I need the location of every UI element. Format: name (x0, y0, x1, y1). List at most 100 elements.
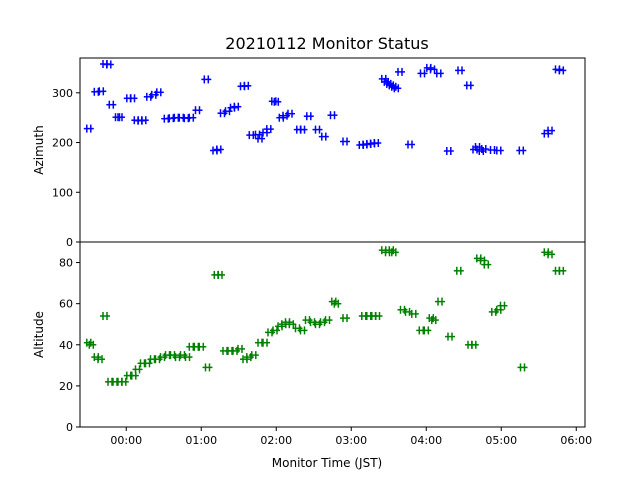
altitude-point (340, 314, 350, 323)
azimuth-point (285, 109, 295, 118)
azimuth-point (556, 66, 567, 75)
azimuth-point (241, 81, 252, 90)
azimuth-y-tick-label: 200 (52, 137, 73, 150)
x-axis-label: Monitor Time (JST) (272, 456, 382, 470)
altitude-y-tick-label: 40 (59, 339, 73, 352)
azimuth-point (201, 75, 212, 84)
x-axis-ticks: 00:00 01:00 02:00 03:00 04:00 05:00 06:00 (110, 427, 592, 447)
azimuth-point (153, 88, 164, 97)
azimuth-point (423, 63, 434, 72)
azimuth-point (297, 125, 308, 134)
azimuth-y-axis-label: Azimuth (32, 125, 46, 174)
altitude-point (196, 342, 207, 351)
x-tick-label: 04:00 (410, 434, 442, 447)
azimuth-point (318, 132, 329, 141)
azimuth-point (493, 146, 504, 155)
azimuth-point (96, 87, 107, 96)
altitude-point (260, 338, 270, 347)
altitude-point (435, 297, 445, 306)
altitude-point (481, 260, 492, 269)
altitude-point (182, 353, 193, 362)
altitude-point (372, 312, 383, 320)
altitude-point (132, 365, 143, 374)
altitude-point (282, 318, 293, 327)
altitude-point (270, 326, 280, 335)
altitude-point (235, 344, 245, 353)
azimuth-point (391, 84, 402, 93)
azimuth-point (186, 113, 197, 122)
azimuth-point (312, 125, 323, 134)
altitude-point (428, 316, 439, 325)
altitude-point (202, 363, 213, 372)
azimuth-point (395, 67, 405, 76)
azimuth-point (545, 126, 555, 135)
altitude-point (468, 340, 479, 349)
altitude-point (545, 250, 555, 259)
azimuth-point (213, 145, 224, 154)
azimuth-point (443, 147, 454, 155)
x-tick-label: 05:00 (485, 434, 517, 447)
azimuth-plot-frame (79, 57, 586, 243)
azimuth-point (463, 81, 474, 90)
azimuth-point (303, 112, 314, 121)
altitude-y-tick-label: 20 (59, 380, 73, 393)
azimuth-y-tick-label: 0 (66, 236, 73, 249)
azimuth-point (271, 97, 282, 106)
azimuth-point (405, 140, 415, 149)
azimuth-point (371, 139, 382, 147)
altitude-point (421, 326, 432, 335)
altitude-y-tick-label: 60 (59, 298, 73, 311)
altitude-panel: 0 20 40 60 80 Altitude (32, 241, 586, 434)
azimuth-point (127, 94, 138, 103)
azimuth-point (263, 125, 274, 134)
altitude-point (100, 312, 110, 320)
altitude-point (388, 248, 399, 257)
azimuth-point (106, 100, 117, 109)
azimuth-point (103, 60, 114, 69)
altitude-point (286, 320, 297, 329)
altitude-point (86, 340, 97, 349)
azimuth-point (478, 145, 489, 153)
azimuth-point (552, 65, 563, 74)
altitude-point (95, 355, 105, 364)
altitude-point (322, 316, 333, 325)
altitude-point (118, 377, 129, 386)
altitude-point (142, 359, 153, 368)
azimuth-point (427, 65, 438, 74)
altitude-y-axis-label: Altitude (32, 311, 46, 358)
azimuth-point (455, 66, 465, 75)
azimuth-point (231, 102, 242, 111)
altitude-point (497, 301, 508, 310)
altitude-point (297, 326, 308, 335)
azimuth-point (210, 146, 220, 155)
altitude-y-tick-label: 80 (59, 257, 73, 270)
azimuth-panel: 0 100 200 300 Azimuth (32, 57, 586, 249)
altitude-point (517, 363, 528, 372)
altitude-point (445, 332, 455, 341)
altitude-point (248, 351, 259, 360)
x-tick-label: 06:00 (560, 434, 592, 447)
chart-title: 20210112 Monitor Status (225, 34, 428, 53)
azimuth-y-tick-label: 300 (52, 87, 73, 100)
azimuth-point (255, 134, 265, 143)
x-tick-label: 03:00 (335, 434, 367, 447)
azimuth-point (192, 106, 203, 115)
azimuth-point (276, 113, 287, 122)
altitude-point (453, 266, 464, 275)
azimuth-y-tick-label: 100 (52, 186, 73, 199)
x-tick-label: 00:00 (110, 434, 142, 447)
altitude-y-tick-label: 0 (66, 421, 73, 434)
altitude-plot-frame (79, 241, 586, 428)
azimuth-point (83, 124, 94, 133)
altitude-point (408, 309, 419, 318)
azimuth-point (340, 137, 350, 146)
azimuth-point (115, 113, 125, 122)
altitude-point (556, 266, 567, 275)
azimuth-point (138, 116, 149, 125)
altitude-point (331, 299, 342, 308)
azimuth-point (516, 146, 527, 155)
azimuth-point (327, 111, 338, 120)
x-tick-label: 02:00 (260, 434, 292, 447)
azimuth-point (433, 69, 444, 78)
